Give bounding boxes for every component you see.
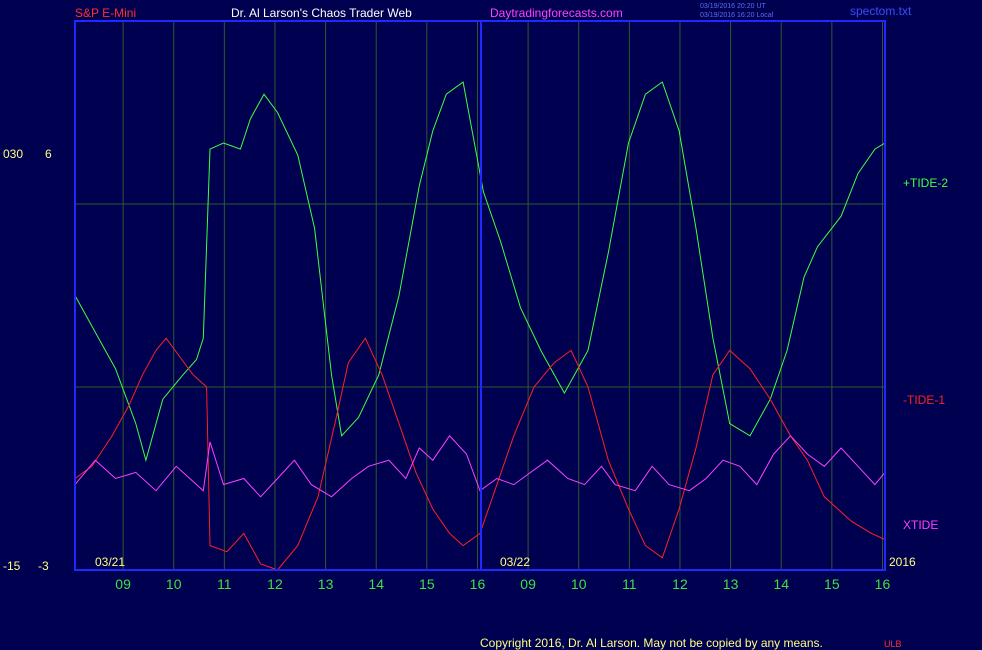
date-label-day1: 03/21 [95, 555, 125, 569]
x-tick-label: 11 [622, 576, 637, 592]
left-axis-upper-b: 6 [45, 147, 52, 161]
x-tick-label: 13 [318, 576, 334, 592]
x-tick-label: 09 [115, 576, 131, 592]
year-label: 2016 [889, 555, 916, 569]
legend-label: -TIDE-1 [903, 393, 945, 407]
left-axis-lower-a: -15 [3, 559, 21, 573]
legend-label: XTIDE [903, 518, 938, 532]
x-tick-label: 14 [773, 576, 789, 592]
left-axis-upper-a: 030 [3, 147, 23, 161]
x-tick-label: 16 [470, 576, 486, 592]
x-tick-label: 15 [824, 576, 840, 592]
x-tick-label: 12 [672, 576, 688, 592]
copyright-suffix: ULB [884, 639, 902, 649]
x-tick-label: 10 [571, 576, 587, 592]
series-line-1 [74, 337, 886, 571]
x-tick-label: 09 [520, 576, 536, 592]
x-tick-label: 10 [166, 576, 182, 592]
copyright-text: Copyright 2016, Dr. Al Larson. May not b… [480, 636, 823, 650]
timestamp-ut: 03/19/2016 20:20 UT [700, 3, 766, 10]
x-tick-labels: 09 10 11 12 13 14 15 16 09 10 11 12 13 14 15 16 [115, 576, 890, 592]
series-line-0 [74, 81, 886, 463]
x-tick-label: 12 [267, 576, 283, 592]
x-tick-label: 13 [723, 576, 739, 592]
x-tick-label: 16 [875, 576, 891, 592]
x-tick-label: 14 [368, 576, 384, 592]
legend-label: +TIDE-2 [903, 176, 948, 190]
site-link[interactable]: Daytradingforecasts.com [490, 6, 623, 20]
legend: +TIDE-2 -TIDE-1 XTIDE [903, 176, 948, 532]
x-tick-label: 11 [217, 576, 232, 592]
timestamp-local: 03/19/2016 16:20 Local [700, 12, 774, 19]
left-axis-lower-b: -3 [38, 559, 49, 573]
instrument-label: S&P E-Mini [75, 6, 136, 20]
file-label: spectom.txt [850, 4, 912, 18]
x-tick-label: 15 [419, 576, 435, 592]
author-label: Dr. Al Larson's Chaos Trader Web [231, 6, 412, 20]
date-label-day2: 03/22 [500, 555, 530, 569]
